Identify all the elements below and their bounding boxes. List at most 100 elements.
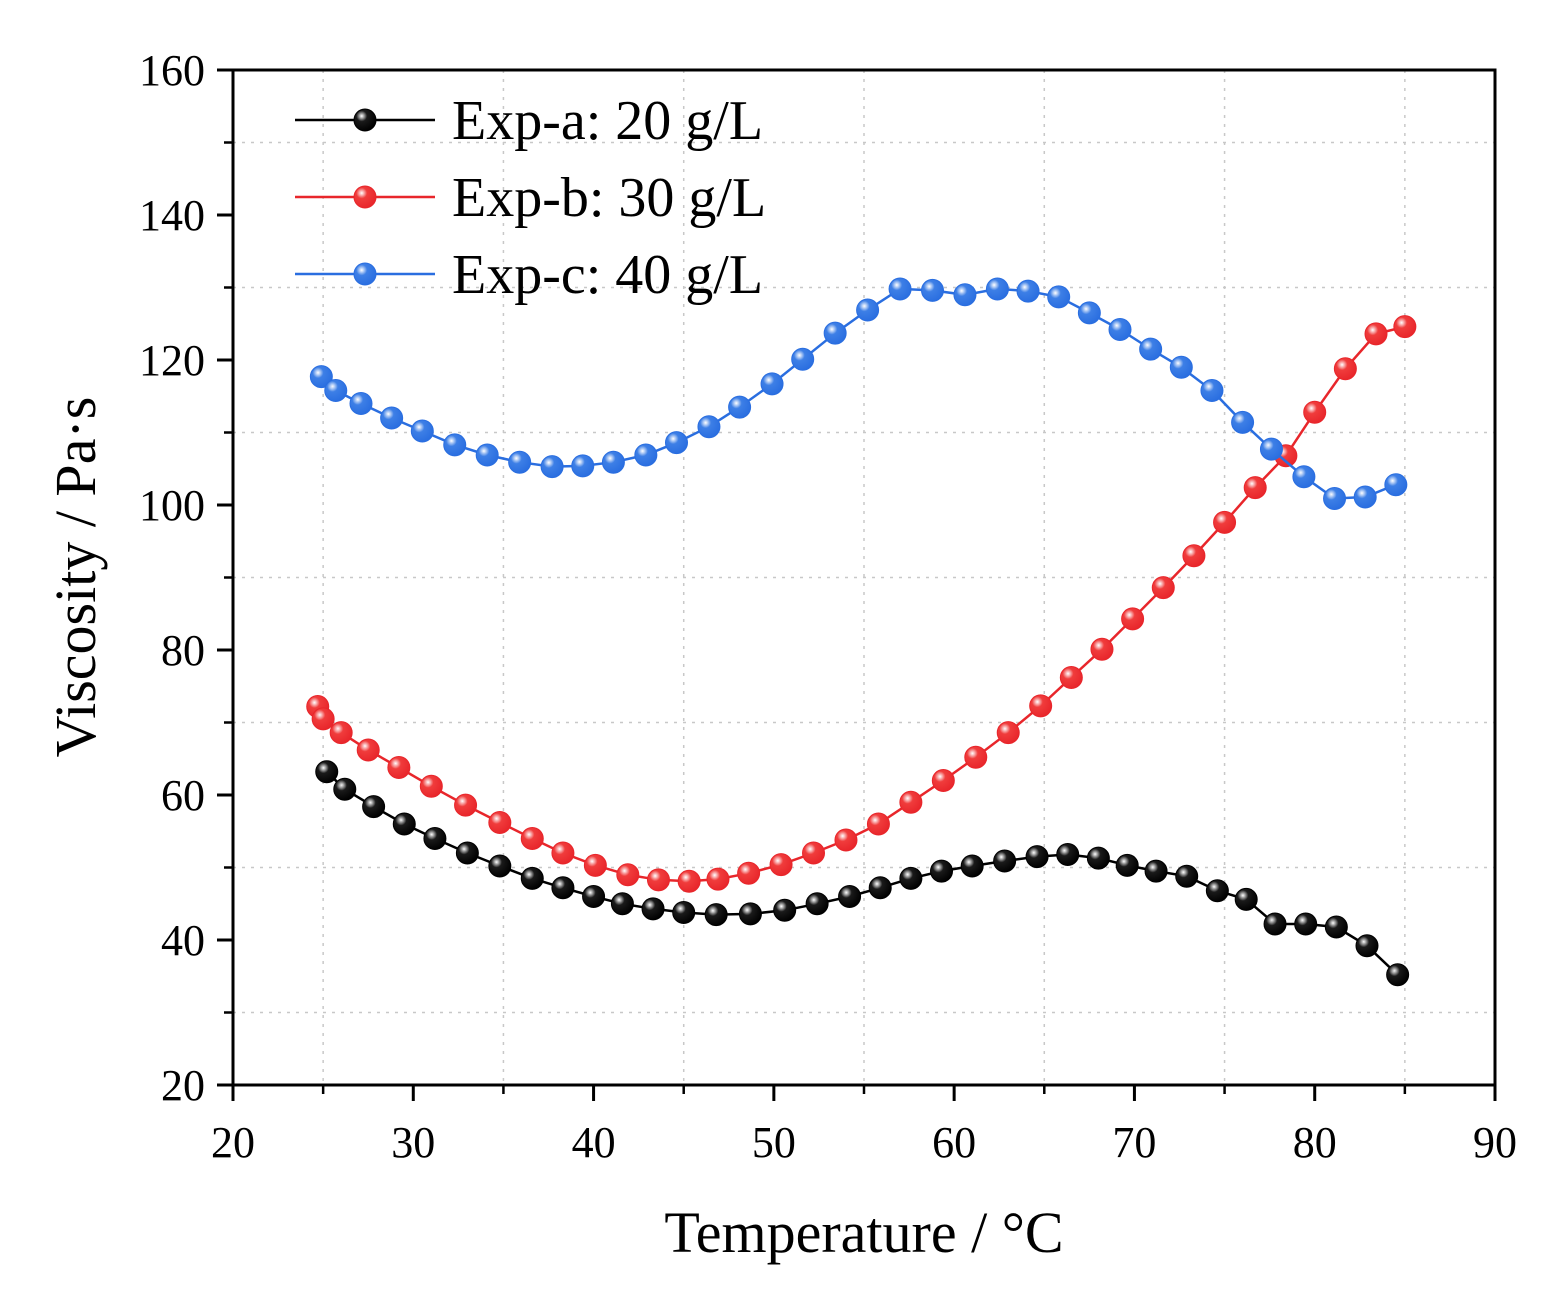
- data-point: [1139, 337, 1163, 361]
- data-point: [1151, 576, 1175, 600]
- data-point: [324, 378, 348, 402]
- data-point: [769, 853, 793, 877]
- data-point: [773, 898, 797, 922]
- data-point: [665, 431, 689, 455]
- data-point: [677, 869, 701, 893]
- series-2: [306, 315, 1417, 893]
- data-point: [866, 812, 890, 836]
- data-point: [1393, 315, 1417, 339]
- data-point: [1259, 437, 1283, 461]
- x-tick-label: 80: [1293, 1118, 1337, 1167]
- data-point: [583, 853, 607, 877]
- data-point: [697, 415, 721, 439]
- series-1: [315, 760, 1410, 987]
- data-point: [1121, 607, 1145, 631]
- data-point: [540, 455, 564, 479]
- y-tick-label: 60: [161, 771, 205, 820]
- x-tick-label: 70: [1112, 1118, 1156, 1167]
- data-point: [362, 795, 386, 819]
- data-point: [868, 876, 892, 900]
- legend-item-3: Exp-c: 40 g/L: [295, 244, 763, 306]
- data-point: [646, 868, 670, 892]
- data-point: [1386, 963, 1410, 987]
- legend: Exp-a: 20 g/L Exp-b: 30 g/L Exp-c: 40 g/L: [295, 90, 766, 306]
- data-point: [1323, 486, 1347, 510]
- data-point: [508, 450, 532, 474]
- x-tick-label: 60: [932, 1118, 976, 1167]
- data-point: [899, 866, 923, 890]
- series-3: [309, 277, 1408, 510]
- y-tick-label: 40: [161, 916, 205, 965]
- data-point: [805, 892, 829, 916]
- legend-label: Exp-c: 40 g/L: [452, 244, 763, 306]
- x-tick-label: 40: [572, 1118, 616, 1167]
- data-point: [333, 777, 357, 801]
- y-tick-label: 140: [139, 191, 205, 240]
- data-point: [601, 450, 625, 474]
- data-point: [455, 841, 479, 865]
- x-tick-label: 90: [1473, 1118, 1517, 1167]
- data-point: [356, 738, 380, 762]
- data-point: [392, 812, 416, 836]
- data-point: [454, 793, 478, 817]
- data-point: [823, 321, 847, 345]
- y-tick-label: 100: [139, 481, 205, 530]
- data-point: [921, 278, 945, 302]
- data-point: [1059, 666, 1083, 690]
- data-point: [1231, 410, 1255, 434]
- data-point: [1047, 285, 1071, 309]
- data-point: [993, 849, 1017, 873]
- data-point: [380, 406, 404, 430]
- data-point: [520, 866, 544, 890]
- data-point: [1025, 845, 1049, 869]
- data-point: [964, 745, 988, 769]
- data-point: [1234, 887, 1258, 911]
- data-point: [985, 277, 1009, 301]
- data-point: [1086, 846, 1110, 870]
- data-point: [672, 900, 696, 924]
- data-point: [1108, 318, 1132, 342]
- data-point: [419, 774, 443, 798]
- data-point: [930, 859, 954, 883]
- data-point: [1303, 400, 1327, 424]
- data-point: [1016, 279, 1040, 303]
- data-point: [760, 372, 784, 396]
- data-point: [1090, 637, 1114, 661]
- data-point: [1056, 842, 1080, 866]
- data-point: [1115, 853, 1139, 877]
- data-point: [551, 841, 575, 865]
- data-point: [1364, 322, 1388, 346]
- data-point: [953, 283, 977, 307]
- x-tick-label: 30: [391, 1118, 435, 1167]
- data-point: [641, 897, 665, 921]
- legend-item-2: Exp-b: 30 g/L: [295, 167, 766, 229]
- data-point: [1353, 485, 1377, 509]
- data-point: [349, 392, 373, 415]
- data-point: [802, 841, 826, 865]
- data-point: [838, 885, 862, 908]
- legend-marker: [353, 108, 377, 132]
- data-point: [931, 769, 955, 792]
- data-point: [571, 454, 595, 478]
- data-point: [1200, 378, 1224, 402]
- x-axis-title: Temperature / °C: [664, 1200, 1063, 1265]
- data-point: [582, 885, 606, 908]
- data-point: [634, 443, 658, 467]
- data-point: [1384, 473, 1408, 497]
- data-point: [1029, 694, 1053, 718]
- axis-ticks: 20 30 40 50 60 70 80 90 20 40 60 80 100 120 140 160: [139, 46, 1517, 1167]
- data-point: [443, 433, 467, 457]
- data-point: [488, 811, 512, 835]
- data-point: [1333, 357, 1357, 381]
- x-tick-label: 20: [211, 1118, 255, 1167]
- data-point: [888, 277, 912, 301]
- data-point: [738, 902, 762, 926]
- data-point: [410, 419, 434, 443]
- data-point: [475, 443, 499, 467]
- legend-label: Exp-a: 20 g/L: [452, 90, 763, 152]
- y-axis-title: Viscosity / Pa·s: [43, 397, 108, 758]
- data-point: [1182, 544, 1206, 568]
- data-point: [1292, 465, 1316, 489]
- data-point: [856, 298, 880, 322]
